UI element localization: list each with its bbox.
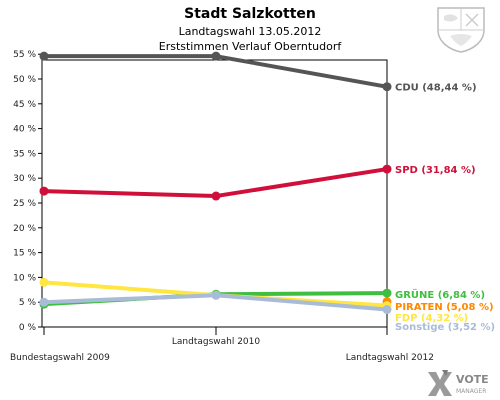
legend-label-piraten: PIRATEN (5,08 %) <box>395 302 494 313</box>
y-tick-label: 45 % <box>13 100 36 110</box>
y-tick-label: 40 % <box>13 125 36 135</box>
data-point-sonstige <box>382 305 392 315</box>
chart-subtitle-2: Erststimmen Verlauf Oberntudorf <box>158 40 342 53</box>
y-tick-label: 35 % <box>13 149 36 159</box>
logo-vote-text: VOTE <box>456 373 489 386</box>
series-line-cdu <box>42 54 389 89</box>
legend-label-gr-ne: GRÜNE (6,84 %) <box>395 287 485 301</box>
y-tick-label: 50 % <box>13 75 36 85</box>
y-axis: 0 % 5 % 10 % 15 % 20 % 25 % 30 % 35 % 40 % 45 % 50… <box>13 50 42 333</box>
x-tick-label: Landtagswahl 2010 <box>172 337 261 347</box>
data-point-cdu <box>39 51 49 61</box>
y-tick-label: 20 % <box>13 224 36 234</box>
data-point-spd <box>382 164 392 174</box>
y-tick-label: 30 % <box>13 174 36 184</box>
data-point-fdp <box>39 277 49 287</box>
x-tick-label: Landtagswahl 2012 <box>346 353 434 363</box>
logo-manager-text: MANAGER <box>456 388 486 395</box>
x-axis: Bundestagswahl 2009 Landtagswahl 2010 Land… <box>10 327 434 363</box>
legend-label-fdp: FDP (4,32 %) <box>395 313 468 324</box>
chart-subtitle: Landtagswahl 13.05.2012 <box>178 25 322 38</box>
y-tick-label: 0 % <box>19 323 37 333</box>
legend-label-cdu: CDU (48,44 %) <box>395 83 477 94</box>
legend: CDU (48,44 %) SPD (31,84 %) GRÜNE (6,84 %)… <box>395 83 495 333</box>
data-point-sonstige <box>39 297 49 307</box>
y-tick-label: 15 % <box>13 249 36 259</box>
y-tick-label: 5 % <box>19 298 37 308</box>
data-point-gr-ne <box>382 288 392 298</box>
data-point-cdu <box>382 82 392 92</box>
legend-label-sonstige: Sonstige (3,52 %) <box>395 322 495 333</box>
series-group <box>39 51 392 315</box>
x-tick-label: Bundestagswahl 2009 <box>10 353 110 363</box>
data-point-cdu <box>211 51 221 61</box>
y-tick-label: 55 % <box>13 50 36 60</box>
legend-label-spd: SPD (31,84 %) <box>395 165 476 176</box>
data-point-spd <box>39 186 49 196</box>
votemanager-logo: VOTE MANAGER <box>428 370 489 396</box>
coat-of-arms-icon <box>437 7 485 53</box>
chart-title: Stadt Salzkotten <box>184 6 316 22</box>
data-point-spd <box>211 191 221 201</box>
y-tick-label: 10 % <box>13 273 36 283</box>
data-point-sonstige <box>211 290 221 300</box>
y-tick-label: 25 % <box>13 199 36 209</box>
